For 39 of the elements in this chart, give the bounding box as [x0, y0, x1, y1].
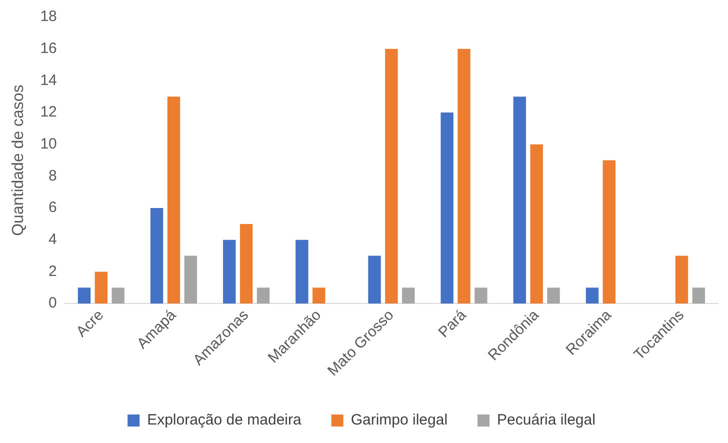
y-tick-label: 4: [48, 231, 57, 248]
bar: [602, 160, 616, 304]
bar: [402, 288, 415, 304]
bar: [184, 256, 198, 304]
y-axis-title: Quantidade de casos: [10, 84, 28, 236]
legend-label: Exploração de madeira: [147, 412, 302, 429]
bar: [692, 288, 705, 304]
y-tick-label: 10: [40, 136, 57, 152]
bar: [78, 288, 91, 304]
bar: [586, 288, 599, 304]
y-tick-label: 0: [48, 294, 57, 312]
bar: [675, 256, 688, 304]
bar: [547, 288, 560, 304]
bar: [223, 240, 236, 304]
legend-label: Garimpo ilegal: [350, 412, 448, 429]
bar: [458, 48, 470, 304]
x-tick-label: Acre: [73, 306, 107, 340]
bar: [150, 208, 164, 304]
bar: [385, 48, 398, 304]
y-tick-label: 8: [48, 167, 57, 184]
bar: [312, 288, 326, 304]
bar: [530, 144, 543, 304]
bar: [368, 256, 381, 304]
legend-label: Pecuária ilegal: [497, 412, 596, 429]
y-tick-label: 14: [40, 72, 57, 89]
y-tick-label: 16: [40, 40, 57, 57]
bar: [94, 272, 108, 304]
bar: [167, 96, 180, 304]
bar: [296, 240, 308, 304]
y-tick-label: 2: [48, 262, 57, 280]
bar: [513, 96, 526, 304]
y-tick-label: 18: [40, 8, 57, 26]
y-tick-label: 6: [48, 199, 57, 216]
bar: [112, 288, 124, 304]
bar: [240, 224, 253, 304]
bar: [256, 288, 270, 304]
y-tick-label: 12: [40, 104, 57, 121]
bar: [440, 112, 454, 304]
bar: [474, 288, 488, 304]
